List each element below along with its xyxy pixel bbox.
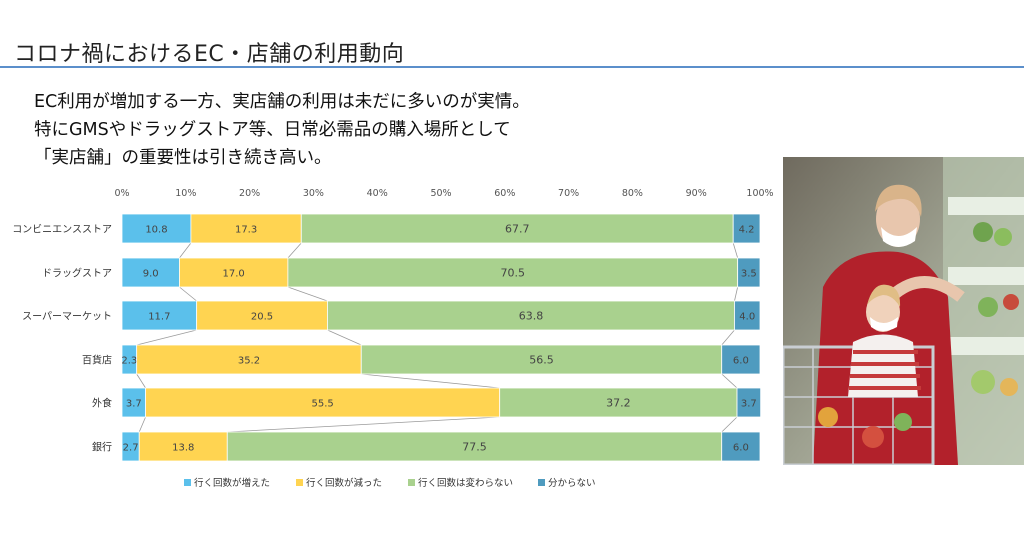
bar-segment	[287, 257, 739, 288]
slide-title: コロナ禍におけるEC・店舗の利用動向	[14, 42, 405, 67]
bar-segment	[499, 387, 738, 418]
series-line	[732, 242, 739, 259]
data-label: 77.5	[462, 441, 487, 454]
x-tick-label: 50%	[430, 188, 451, 199]
bar-segment	[136, 344, 362, 375]
data-label: 6.0	[733, 443, 749, 454]
x-tick-label: 0%	[114, 188, 129, 199]
x-tick-label: 30%	[303, 188, 324, 199]
x-tick-label: 40%	[367, 188, 388, 199]
data-label: 6.0	[733, 356, 749, 367]
title-rule	[0, 66, 1024, 68]
legend-label: 行く回数が増えた	[194, 477, 270, 489]
data-label: 20.5	[251, 312, 273, 323]
bar-segment	[121, 257, 180, 288]
category-label: 銀行	[92, 441, 112, 454]
data-label: 3.7	[741, 399, 757, 410]
stacked-bar-chart: 0% 10% 20% 30% 40% 50% 60% 70% 80% 90% 100% コンビニエンス…	[12, 188, 773, 489]
x-tick-label: 90%	[686, 188, 707, 199]
category-label: 百貨店	[82, 354, 112, 367]
data-label: 55.5	[312, 399, 334, 410]
data-label: 35.2	[238, 356, 260, 367]
data-label: 11.7	[148, 312, 170, 323]
bar-segment	[736, 387, 762, 418]
bar-segment	[737, 257, 761, 288]
bar-segment	[300, 213, 734, 244]
x-tick-label: 60%	[494, 188, 515, 199]
data-label: 70.5	[501, 267, 526, 280]
data-label: 63.8	[519, 310, 544, 323]
data-label: 17.3	[235, 225, 257, 236]
legend-swatch	[538, 479, 545, 486]
lead-line-1: EC利用が増加する一方、実店舗の利用は未だに多いのが実情。	[34, 92, 530, 112]
data-label: 56.5	[529, 354, 554, 367]
legend-swatch	[408, 479, 415, 486]
bar-segment	[121, 213, 192, 244]
series-line	[721, 416, 738, 433]
series-line	[361, 373, 500, 389]
legend-swatch	[184, 479, 191, 486]
series-line	[227, 416, 500, 433]
series-line	[721, 329, 735, 346]
bar-segment	[179, 257, 289, 288]
data-label: 37.2	[606, 397, 631, 410]
series-line	[327, 329, 362, 346]
data-label: 17.0	[223, 269, 245, 280]
data-label: 67.7	[505, 223, 530, 236]
data-label: 3.7	[126, 399, 142, 410]
x-tick-label: 80%	[622, 188, 643, 199]
series-line	[734, 286, 739, 302]
data-label: 4.0	[739, 312, 755, 323]
category-label: 外食	[92, 397, 112, 410]
series-line	[179, 286, 197, 302]
series-line	[138, 416, 146, 433]
series-line	[287, 286, 328, 302]
data-label: 10.8	[145, 225, 167, 236]
series-line	[179, 242, 192, 259]
series-line	[721, 373, 738, 389]
lead-text: EC利用が増加する一方、実店舗の利用は未だに多いのが実情。 特にGMSやドラッグ…	[34, 88, 530, 172]
lead-line-2: 特にGMSやドラッグストア等、日常必需品の購入場所として	[34, 120, 511, 140]
data-label: 4.2	[739, 225, 755, 236]
bar-segment	[145, 387, 501, 418]
x-tick-label: 100%	[746, 188, 773, 199]
x-tick-label: 10%	[175, 188, 196, 199]
bar-segment	[327, 300, 735, 331]
bar-segment	[721, 431, 761, 462]
data-label: 2.3	[121, 356, 137, 367]
series-line	[287, 242, 302, 259]
bar-segment	[196, 300, 328, 331]
legend-swatch	[296, 479, 303, 486]
shopping-photo-icon	[783, 157, 1024, 465]
category-label: ドラッグストア	[42, 267, 112, 280]
bar-segment	[360, 344, 723, 375]
bar-segment	[190, 213, 302, 244]
x-tick-label: 70%	[558, 188, 579, 199]
series-line	[136, 329, 197, 346]
bar-segment	[138, 431, 228, 462]
lead-line-3: 「実店舗」の重要性は引き続き高い。	[34, 148, 332, 168]
data-label: 3.5	[741, 269, 757, 280]
shopping-photo	[783, 157, 1024, 465]
data-label: 2.7	[123, 443, 139, 454]
data-label: 9.0	[143, 269, 159, 280]
data-label: 13.8	[172, 443, 194, 454]
legend-label: 行く回数は変わらない	[418, 477, 513, 489]
legend-label: 行く回数が減った	[306, 477, 382, 489]
bar-segment	[226, 431, 723, 462]
x-tick-label: 20%	[239, 188, 260, 199]
bar-segment	[732, 213, 761, 244]
bar-segment	[721, 344, 761, 375]
series-line	[136, 373, 146, 389]
bar-segment	[734, 300, 761, 331]
category-label: スーパーマーケット	[22, 311, 112, 323]
legend-label: 分からない	[548, 478, 596, 489]
bar-segment	[121, 300, 198, 331]
category-label: コンビニエンスストア	[12, 224, 112, 236]
